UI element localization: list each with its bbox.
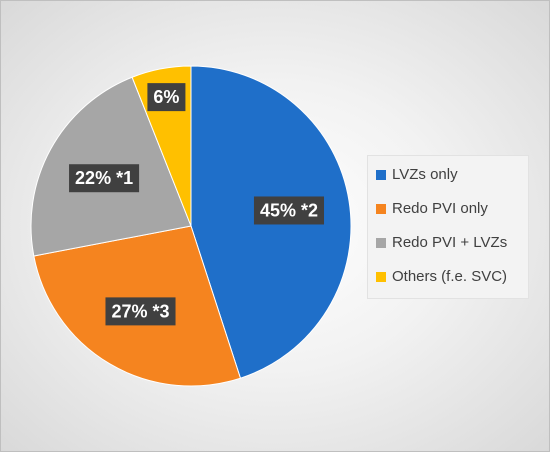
legend-item-others: Others (f.e. SVC) — [376, 268, 507, 285]
data-label-others: 6% — [147, 83, 186, 112]
data-label-text: 22% *1 — [75, 168, 133, 188]
legend-item-redo-pvi-only: Redo PVI only — [376, 200, 488, 217]
legend-swatch — [376, 237, 386, 248]
data-label-text: 45% *2 — [260, 200, 318, 220]
data-label-redo-pvi-only: 27% *3 — [105, 297, 176, 326]
legend-label: Others (f.e. SVC) — [392, 268, 508, 285]
legend: LVZs only Redo PVI only Redo PVI + LVZs … — [367, 155, 529, 299]
data-label-text: 6% — [153, 87, 179, 107]
data-label-box — [105, 297, 176, 326]
legend-swatch — [376, 169, 386, 180]
data-label-redo-pvi-lvzs: 22% *1 — [69, 164, 140, 193]
data-label-text: 27% *3 — [111, 301, 169, 321]
legend-item-lvzs-only: LVZs only — [376, 166, 458, 183]
legend-swatch — [376, 203, 386, 214]
data-label-lvzs-only: 45% *2 — [253, 196, 325, 225]
legend-label: LVZs only — [392, 166, 458, 183]
legend-item-redo-pvi-lvzs: Redo PVI + LVZs — [376, 234, 507, 251]
data-label-box — [253, 196, 325, 225]
legend-swatch — [376, 271, 386, 282]
data-label-box — [147, 83, 186, 112]
legend-label: Redo PVI only — [392, 200, 488, 217]
legend-label: Redo PVI + LVZs — [392, 234, 508, 251]
data-label-box — [69, 164, 140, 193]
